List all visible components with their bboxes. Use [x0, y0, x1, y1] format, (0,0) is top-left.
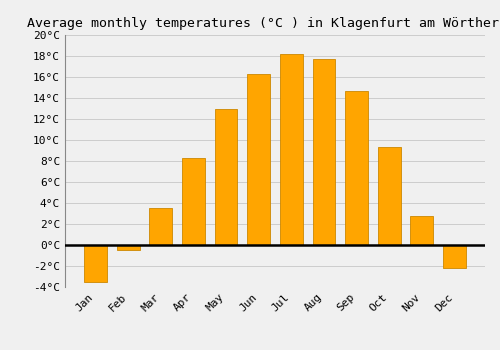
Bar [280, 54, 302, 245]
Bar [116, 245, 140, 250]
Bar [150, 208, 172, 245]
Bar [214, 108, 238, 245]
Bar [378, 147, 400, 245]
Bar [182, 158, 205, 245]
Bar [410, 216, 434, 245]
Bar [84, 245, 107, 282]
Bar [443, 245, 466, 268]
Bar [312, 59, 336, 245]
Bar [248, 74, 270, 245]
Title: Average monthly temperatures (°C ) in Klagenfurt am Wörthersee: Average monthly temperatures (°C ) in Kl… [27, 17, 500, 30]
Bar [345, 91, 368, 245]
